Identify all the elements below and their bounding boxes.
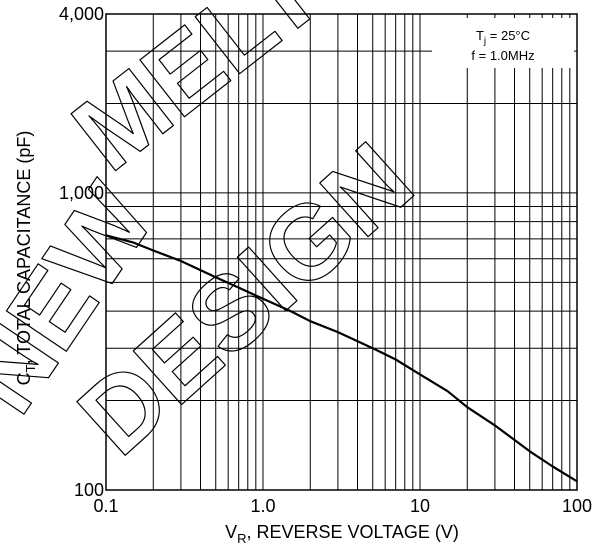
y-axis-label: CT, TOTAL CAPACITANCE (pF) bbox=[14, 131, 38, 386]
watermark-text-2: MELT bbox=[52, 0, 343, 193]
x-tick-label: 10 bbox=[410, 496, 430, 516]
x-tick-labels: 0.1 1.0 10 100 bbox=[93, 496, 592, 516]
annotation-frequency: f = 1.0MHz bbox=[471, 48, 534, 63]
y-tick-label: 100 bbox=[74, 480, 104, 500]
x-tick-label: 100 bbox=[562, 496, 592, 516]
plot-frame bbox=[105, 13, 578, 491]
x-tick-label: 0.1 bbox=[93, 496, 118, 516]
x-axis-label: VR, REVERSE VOLTAGE (V) bbox=[225, 522, 459, 546]
y-tick-label: 1,000 bbox=[59, 183, 104, 203]
annotation-box: Tj = 25°C f = 1.0MHz bbox=[432, 18, 574, 68]
series-line bbox=[105, 234, 578, 483]
y-tick-label: 4,000 bbox=[59, 4, 104, 24]
annotation-temperature: Tj = 25°C bbox=[476, 28, 530, 47]
x-tick-label: 1.0 bbox=[250, 496, 275, 516]
y-tick-labels: 100 1,000 4,000 bbox=[59, 4, 104, 500]
